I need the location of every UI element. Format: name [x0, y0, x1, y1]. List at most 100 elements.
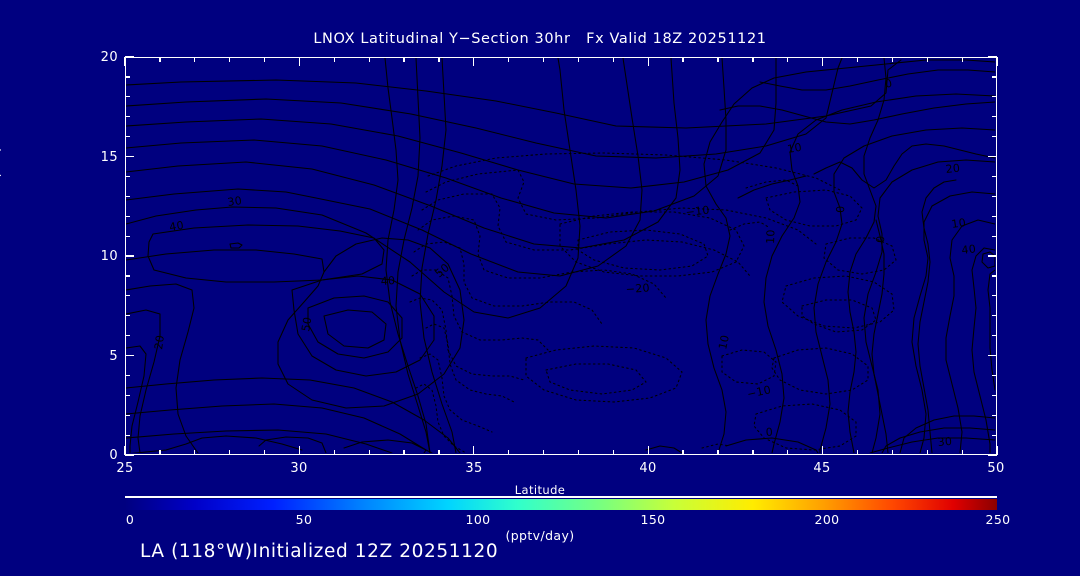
y-tick-15 [125, 155, 134, 158]
y-axis-title: Altitude (km) [0, 146, 3, 238]
y-tick-right-20 [988, 56, 997, 58]
x-tick-39 [612, 450, 615, 455]
contours-central-transition [384, 58, 457, 453]
svg-text:20: 20 [945, 162, 961, 176]
x-tick-26 [159, 450, 161, 455]
colorbar-units-label: (pptv/day) [505, 528, 575, 543]
y-tick-7 [125, 315, 130, 317]
x-tick-38 [577, 450, 580, 455]
x-tick-top-40 [647, 57, 649, 66]
y-tick-right-12 [992, 215, 997, 217]
y-tick-4 [125, 374, 130, 377]
x-tick-top-43 [752, 57, 754, 62]
y-tick-right-15 [988, 155, 997, 158]
colorbar-tick-0: 0 [125, 512, 135, 527]
x-tick-40 [647, 446, 649, 455]
y-tick-label-0: 0 [109, 448, 118, 463]
x-tick-30 [298, 446, 301, 455]
x-tick-top-37 [542, 57, 545, 62]
y-tick-right-7 [992, 315, 997, 317]
y-tick-12 [125, 215, 130, 217]
x-tick-top-30 [298, 57, 301, 66]
x-tick-47 [891, 450, 894, 455]
x-tick-48 [926, 450, 928, 455]
y-tick-right-9 [992, 275, 997, 277]
svg-text:30: 30 [227, 194, 243, 209]
y-tick-right-1 [992, 434, 997, 436]
contours-right-lobe [703, 58, 995, 453]
svg-text:50: 50 [433, 261, 453, 280]
colorbar-tick-150: 150 [640, 512, 666, 527]
x-tick-top-36 [508, 57, 510, 62]
svg-text:10: 10 [716, 334, 732, 351]
contours-negative-right [729, 179, 897, 451]
x-tick-42 [717, 450, 719, 455]
y-tick-13 [125, 195, 130, 197]
y-tick-9 [125, 275, 130, 277]
svg-text:10: 10 [951, 216, 967, 231]
x-tick-top-31 [333, 57, 335, 62]
y-tick-8 [125, 295, 130, 297]
x-tick-46 [856, 450, 859, 455]
y-tick-2 [125, 414, 130, 416]
x-tick-top-29 [263, 57, 266, 62]
y-tick-11 [125, 235, 130, 237]
x-tick-top-49 [961, 57, 963, 62]
x-tick-33 [403, 450, 405, 455]
y-tick-right-17 [992, 116, 997, 118]
y-tick-label-15: 15 [100, 150, 118, 165]
y-tick-18 [125, 96, 130, 98]
x-tick-top-33 [403, 57, 405, 62]
svg-text:0: 0 [874, 235, 887, 243]
x-tick-top-45 [822, 57, 824, 66]
svg-text:0: 0 [883, 76, 893, 90]
y-tick-right-19 [992, 76, 997, 78]
y-tick-right-18 [992, 96, 997, 98]
y-tick-right-14 [992, 175, 997, 178]
y-tick-16 [125, 136, 130, 138]
svg-text:−10: −10 [685, 204, 710, 219]
x-tick-label-35: 35 [465, 461, 483, 476]
x-tick-28 [229, 450, 231, 455]
svg-text:20: 20 [152, 334, 167, 350]
svg-text:−20: −20 [625, 281, 650, 296]
y-tick-5 [125, 354, 134, 357]
x-tick-49 [961, 450, 963, 455]
x-tick-32 [368, 450, 370, 455]
figure-footer-label: LA (118°W)Initialized 12Z 20251120 [140, 541, 499, 562]
y-tick-right-4 [992, 374, 997, 377]
x-axis-title: Latitude [514, 483, 566, 497]
x-tick-label-50: 50 [987, 461, 1005, 476]
svg-text:0: 0 [834, 205, 847, 213]
y-tick-19 [125, 76, 130, 78]
colorbar-tick-50: 50 [295, 512, 313, 527]
y-tick-right-10 [988, 255, 997, 257]
x-tick-35 [473, 446, 475, 455]
y-tick-label-5: 5 [109, 349, 118, 364]
y-tick-label-20: 20 [100, 50, 118, 65]
x-tick-top-35 [473, 57, 475, 66]
y-tick-3 [125, 394, 130, 396]
x-tick-29 [263, 450, 266, 455]
y-tick-right-11 [992, 235, 997, 237]
x-tick-top-48 [926, 57, 928, 62]
y-tick-14 [125, 175, 130, 178]
y-tick-right-13 [992, 195, 997, 197]
x-tick-top-38 [577, 57, 580, 62]
x-tick-44 [787, 450, 789, 455]
x-tick-43 [752, 450, 754, 455]
contour-plot-area: 30 40 40 50 50 20 10 20 10 −10 −20 −10 0… [125, 57, 997, 455]
colorbar-tick-100: 100 [465, 512, 491, 527]
x-tick-31 [333, 450, 335, 455]
contour-labels: 30 40 40 50 50 20 10 20 10 −10 −20 −10 0… [152, 76, 977, 449]
x-tick-37 [542, 450, 545, 455]
x-tick-34 [438, 450, 440, 455]
x-tick-27 [194, 450, 196, 455]
y-tick-17 [125, 116, 130, 118]
x-tick-top-34 [438, 57, 440, 62]
y-tick-right-3 [992, 394, 997, 396]
y-tick-label-10: 10 [100, 249, 118, 264]
y-tick-right-0 [988, 454, 997, 456]
x-tick-top-47 [891, 57, 894, 62]
